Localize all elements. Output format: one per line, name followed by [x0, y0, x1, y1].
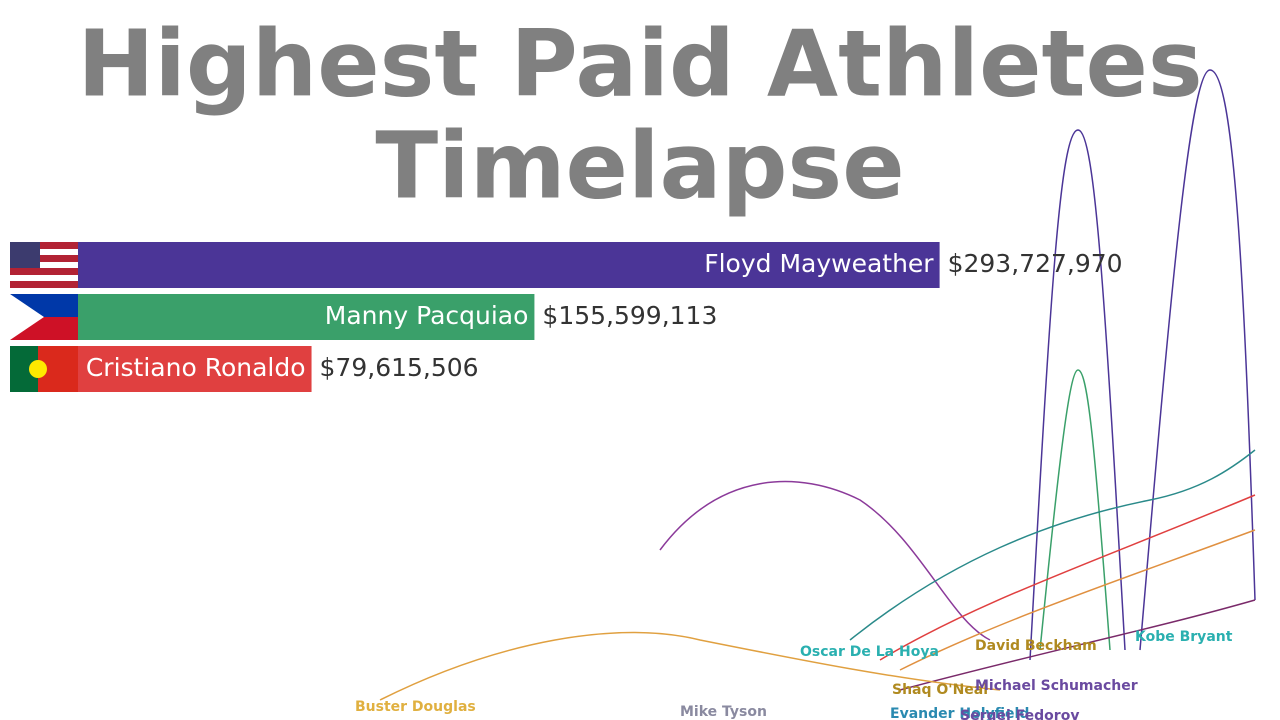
bar-name: Manny Pacquiao: [325, 301, 529, 330]
bar: [78, 294, 535, 340]
value-label: $79,615,506: [320, 353, 479, 382]
line-label: Michael Schumacher: [975, 678, 1138, 694]
line-label: Buster Douglas: [355, 699, 476, 715]
line-label: Sergei Fedorov: [960, 708, 1079, 720]
background-lines: [379, 69, 1256, 701]
title: Highest Paid Athletes: [77, 10, 1202, 117]
subtitle: Timelapse: [375, 112, 904, 219]
bar: [78, 242, 940, 288]
bar: [78, 346, 312, 392]
line-label: Kobe Bryant: [1135, 629, 1233, 645]
bar-name: Floyd Mayweather: [704, 249, 934, 278]
line-label: David Beckham: [975, 638, 1097, 654]
line-label: Mike Tyson: [680, 704, 767, 720]
bar-name: Cristiano Ronaldo: [86, 353, 306, 382]
line-label: Oscar De La Hoya: [800, 644, 939, 660]
line-label: Evander Holyfield: [890, 706, 1029, 720]
value-label: $155,599,113: [542, 301, 717, 330]
value-label: $293,727,970: [948, 249, 1123, 278]
line-label: Shaq O'Neal: [892, 682, 988, 698]
flags: [10, 242, 78, 392]
